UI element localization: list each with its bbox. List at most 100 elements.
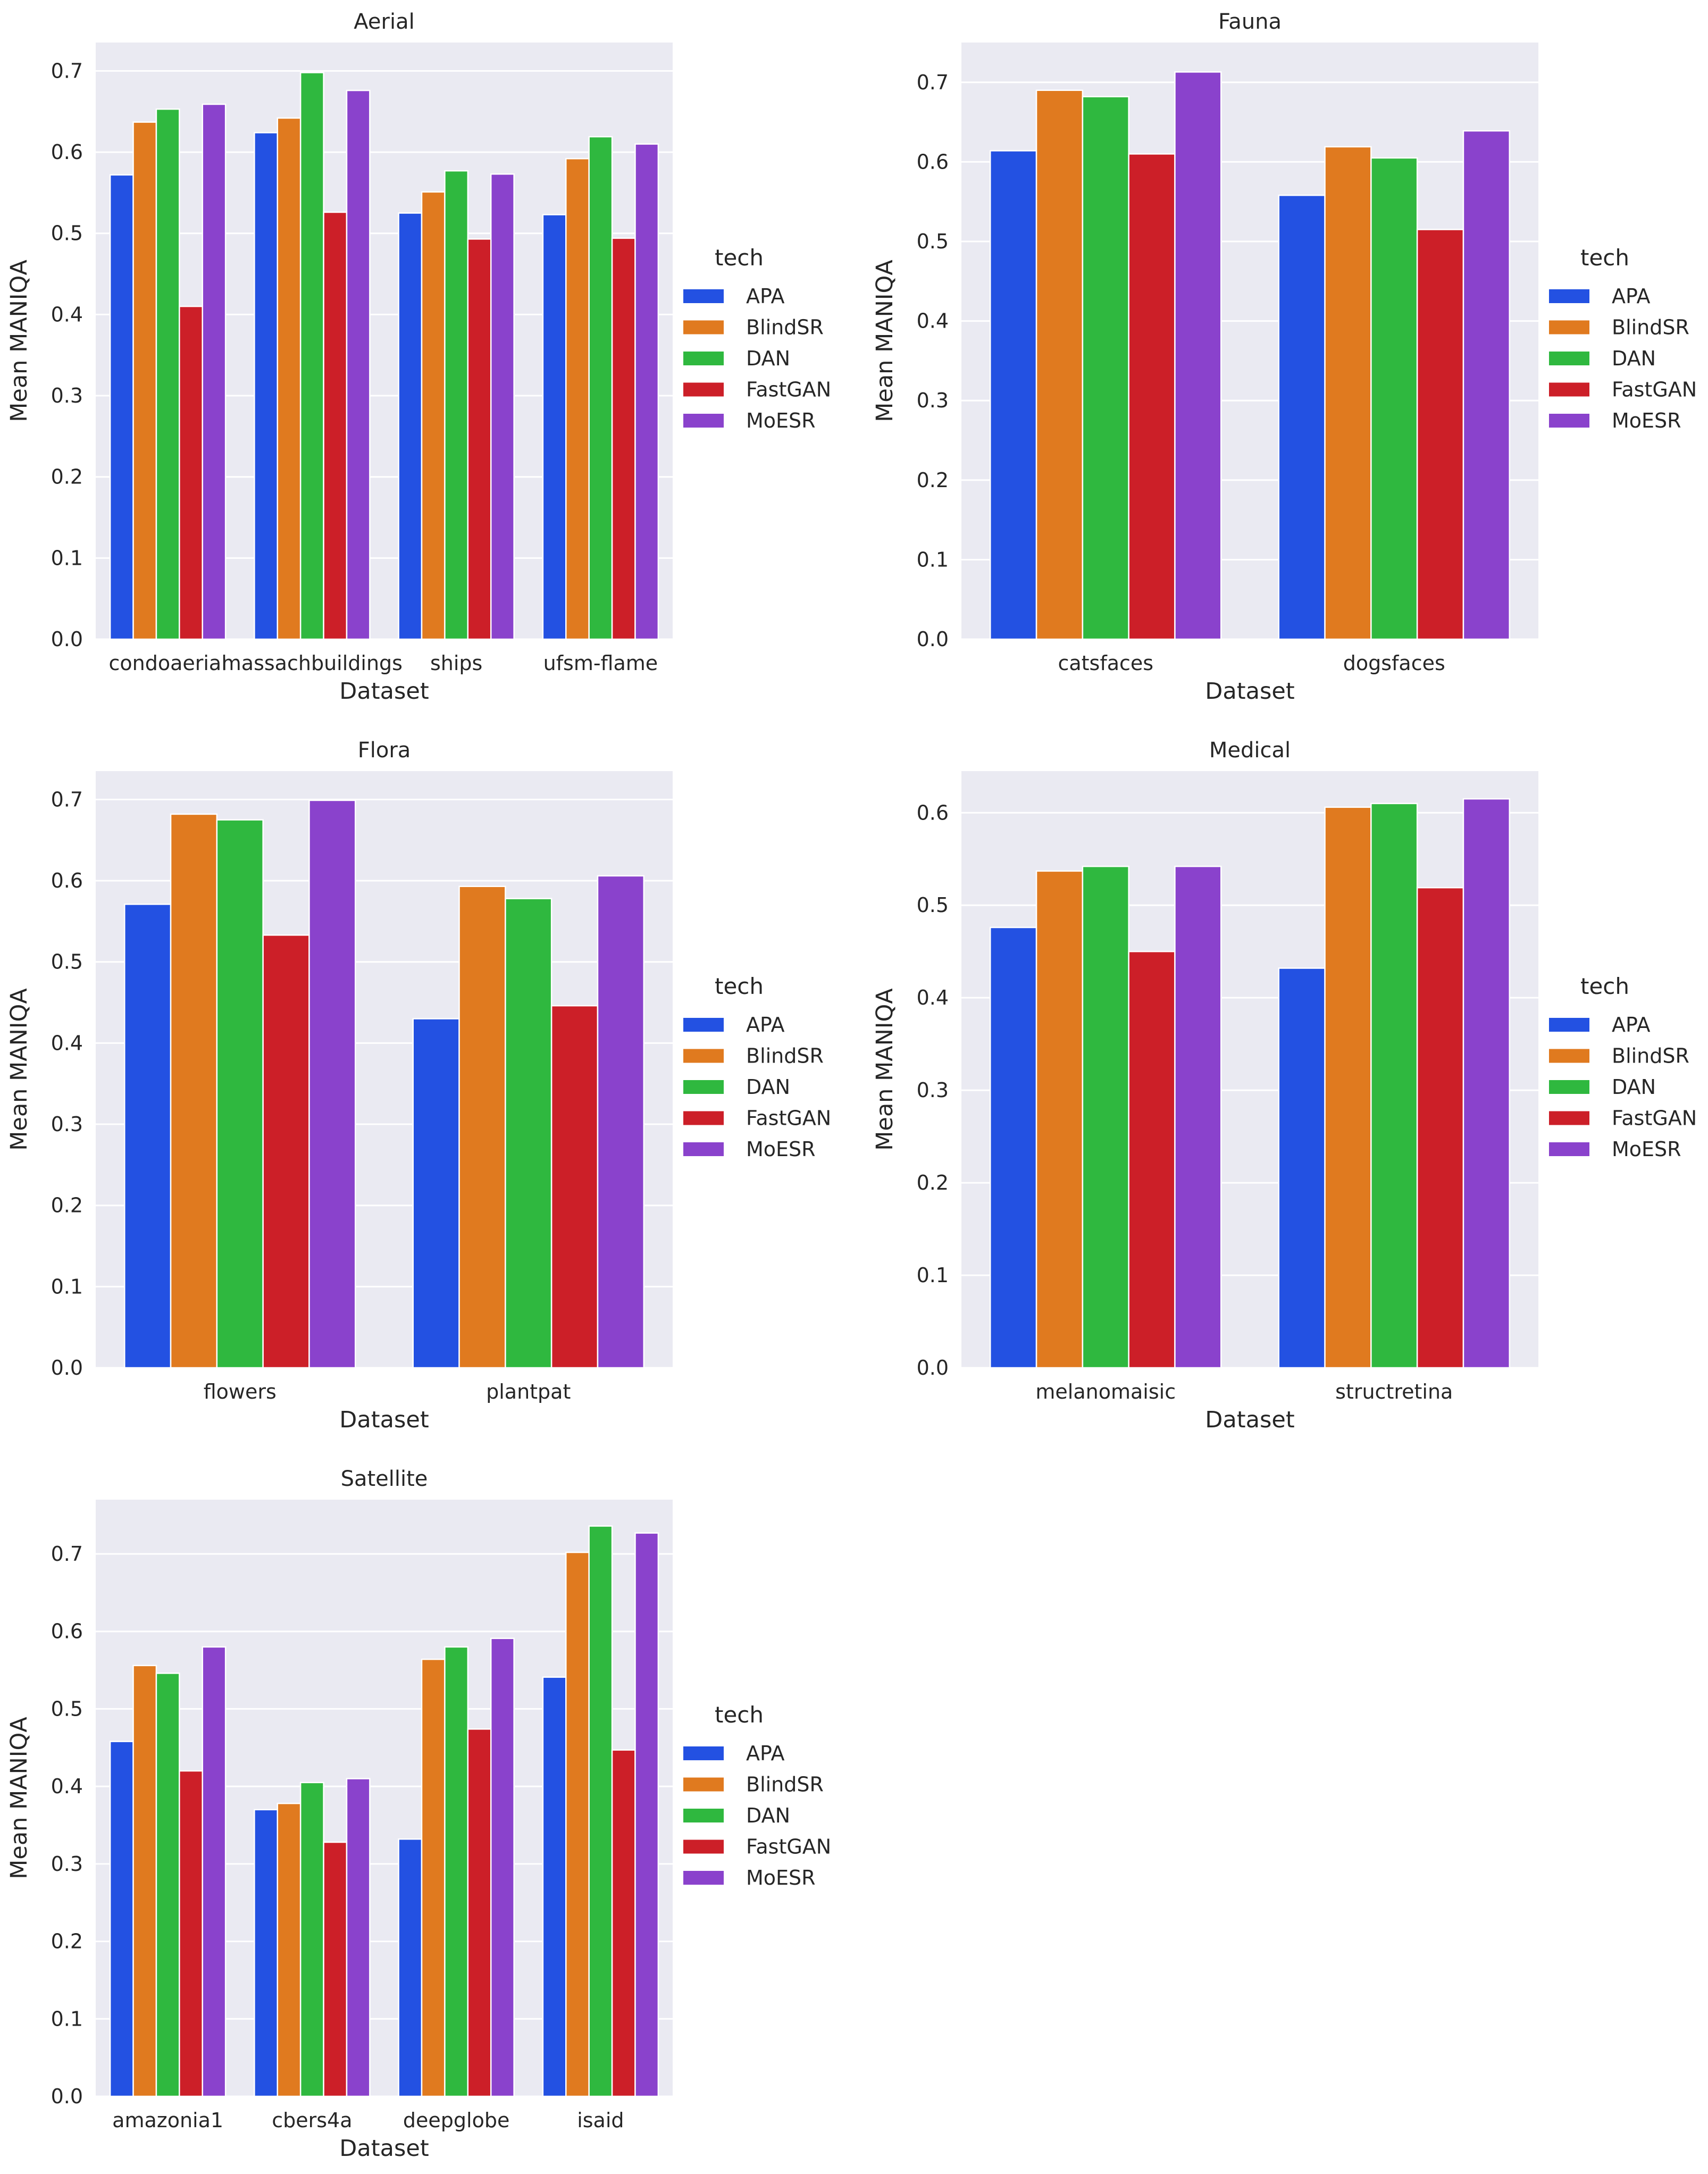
bar-apa-condoaerial <box>109 174 134 640</box>
legend-label: MoESR <box>746 1138 816 1161</box>
bar-apa-deepglobe <box>398 1838 423 2097</box>
y-tick-label: 0.2 <box>917 469 949 492</box>
legend-swatch-fastgan <box>683 1111 724 1125</box>
y-tick-label: 0.3 <box>51 1852 83 1876</box>
bar-dan-deepglobe <box>444 1646 469 2097</box>
chart-panel-fauna: 0.0 0.1 0.2 0.3 0.4 0.5 0.6 0.7 catsfaces dogsfac… <box>872 10 1697 705</box>
legend-label: DAN <box>746 347 790 370</box>
bar-apa-isaid <box>542 1676 567 2097</box>
bar-dan-catsfaces <box>1082 96 1129 640</box>
bar-apa-structretina <box>1278 967 1326 1369</box>
bar-fastgan-catsfaces <box>1128 153 1176 640</box>
y-axis-label: Mean MANIQA <box>872 988 898 1151</box>
bar-moesr-deepglobe <box>490 1637 515 2097</box>
y-tick-label: 0.7 <box>51 1542 83 1566</box>
legend: tech APA BlindSR DAN FastGAN MoESR <box>683 1702 831 1889</box>
x-tick-label: structretina <box>1335 1380 1453 1403</box>
legend-swatch-dan <box>683 352 724 365</box>
x-axis-label: Dataset <box>1205 678 1294 705</box>
y-tick-label: 0.5 <box>51 950 83 974</box>
legend-swatch-apa <box>1549 289 1589 303</box>
legend: tech APA BlindSR DAN FastGAN MoESR <box>683 973 831 1161</box>
x-tick-label: flowers <box>204 1380 277 1403</box>
legend-label: BlindSR <box>746 1044 824 1068</box>
bar-fastgan-melanomaisic <box>1128 950 1176 1369</box>
legend: tech APA BlindSR DAN FastGAN MoESR <box>683 245 831 432</box>
legend-swatch-blindsr <box>1549 320 1589 335</box>
legend-swatch-moesr <box>1549 414 1589 428</box>
bar-fastgan-dogsfaces <box>1416 229 1464 640</box>
bar-moesr-catsfaces <box>1174 71 1222 640</box>
bar-moesr-melanomaisic <box>1174 865 1222 1369</box>
x-tick-label: massachbuildings <box>222 651 403 675</box>
bar-blindsr-deepglobe <box>421 1658 446 2097</box>
y-tick-label: 0.7 <box>51 59 83 82</box>
legend-swatch-moesr <box>683 1871 724 1885</box>
y-tick-label: 0.6 <box>51 869 83 892</box>
legend-label: DAN <box>1612 347 1656 370</box>
bar-blindsr-ships <box>421 191 446 640</box>
bar-moesr-condoaerial <box>202 103 227 640</box>
x-tick-label: isaid <box>577 2109 624 2132</box>
x-tick-label: plantpat <box>486 1380 571 1403</box>
legend-swatch-blindsr <box>683 320 724 335</box>
bar-moesr-plantpat <box>597 875 644 1369</box>
y-tick-label: 0.7 <box>917 71 949 94</box>
bar-apa-catsfaces <box>990 150 1037 640</box>
bar-moesr-ships <box>490 173 515 640</box>
x-tick-label: ufsm-flame <box>543 651 658 675</box>
legend-swatch-fastgan <box>1549 382 1589 397</box>
bar-blindsr-ufsm-flame <box>565 158 590 640</box>
bar-moesr-amazonia1 <box>202 1646 227 2097</box>
legend-label: MoESR <box>746 1866 816 1889</box>
y-tick-label: 0.2 <box>51 1930 83 1953</box>
legend-label: MoESR <box>1612 1138 1681 1161</box>
legend-title: tech <box>715 973 764 999</box>
bar-blindsr-isaid <box>565 1551 590 2097</box>
legend-swatch-apa <box>683 289 724 303</box>
y-tick-label: 0.0 <box>51 1356 83 1379</box>
x-axis-label: Dataset <box>339 678 429 705</box>
legend-swatch-fastgan <box>683 382 724 397</box>
legend-swatch-dan <box>683 1080 724 1094</box>
x-tick-label: dogsfaces <box>1343 651 1445 675</box>
legend-title: tech <box>715 245 764 271</box>
bar-fastgan-ufsm-flame <box>611 237 636 640</box>
bar-moesr-ufsm-flame <box>634 143 659 640</box>
bar-dan-ships <box>444 170 469 640</box>
y-tick-label: 0.0 <box>51 628 83 651</box>
bar-blindsr-condoaerial <box>132 121 157 640</box>
legend-swatch-moesr <box>683 414 724 428</box>
legend-label: FastGAN <box>746 1835 831 1859</box>
bar-apa-cbers4a <box>254 1809 279 2097</box>
bar-blindsr-melanomaisic <box>1035 870 1084 1369</box>
y-tick-label: 0.1 <box>917 1264 949 1287</box>
bar-moesr-cbers4a <box>346 1778 371 2097</box>
panel-title: Medical <box>1209 738 1291 763</box>
chart-panel-flora: 0.0 0.1 0.2 0.3 0.4 0.5 0.6 0.7 flowers plantpat F… <box>6 738 831 1433</box>
bar-dan-dogsfaces <box>1370 157 1418 640</box>
legend-swatch-blindsr <box>683 1049 724 1063</box>
bar-fastgan-plantpat <box>550 1005 599 1369</box>
y-tick-label: 0.0 <box>917 1356 949 1379</box>
legend-title: tech <box>715 1702 764 1728</box>
bar-blindsr-plantpat <box>458 885 506 1369</box>
bar-fastgan-ships <box>467 238 492 640</box>
panel-title: Fauna <box>1218 10 1282 34</box>
y-tick-label: 0.3 <box>917 389 949 412</box>
y-tick-label: 0.4 <box>51 303 83 326</box>
y-tick-label: 0.6 <box>917 801 949 824</box>
bar-apa-amazonia1 <box>109 1741 134 2097</box>
legend-swatch-dan <box>1549 1080 1589 1094</box>
y-axis-label: Mean MANIQA <box>872 260 898 422</box>
legend-swatch-blindsr <box>683 1777 724 1792</box>
y-tick-label: 0.4 <box>917 310 949 333</box>
bar-fastgan-deepglobe <box>467 1728 492 2097</box>
bar-fastgan-flowers <box>262 934 310 1369</box>
y-tick-label: 0.5 <box>51 1697 83 1720</box>
legend-label: MoESR <box>746 409 816 432</box>
y-tick-label: 0.1 <box>51 546 83 570</box>
legend-label: BlindSR <box>746 316 824 339</box>
bar-moesr-isaid <box>634 1532 659 2097</box>
